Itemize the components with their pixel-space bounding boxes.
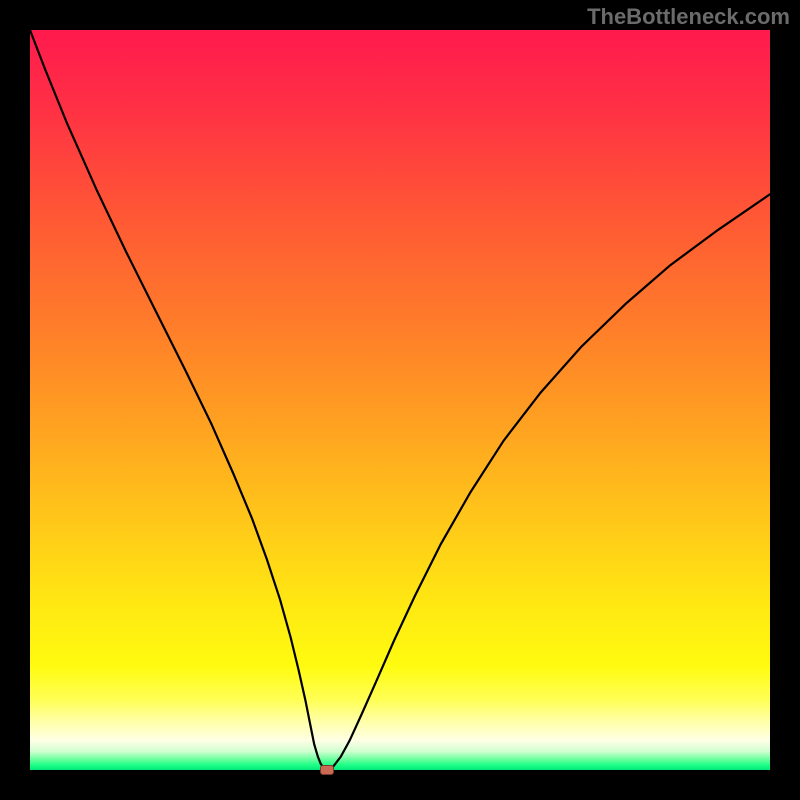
curve-right	[327, 194, 770, 770]
curve-left	[30, 30, 327, 770]
chart-frame: TheBottleneck.com	[0, 0, 800, 800]
plot-area	[30, 30, 770, 770]
watermark-text: TheBottleneck.com	[587, 4, 790, 30]
curve-svg	[30, 30, 770, 770]
minimum-marker	[320, 765, 334, 775]
